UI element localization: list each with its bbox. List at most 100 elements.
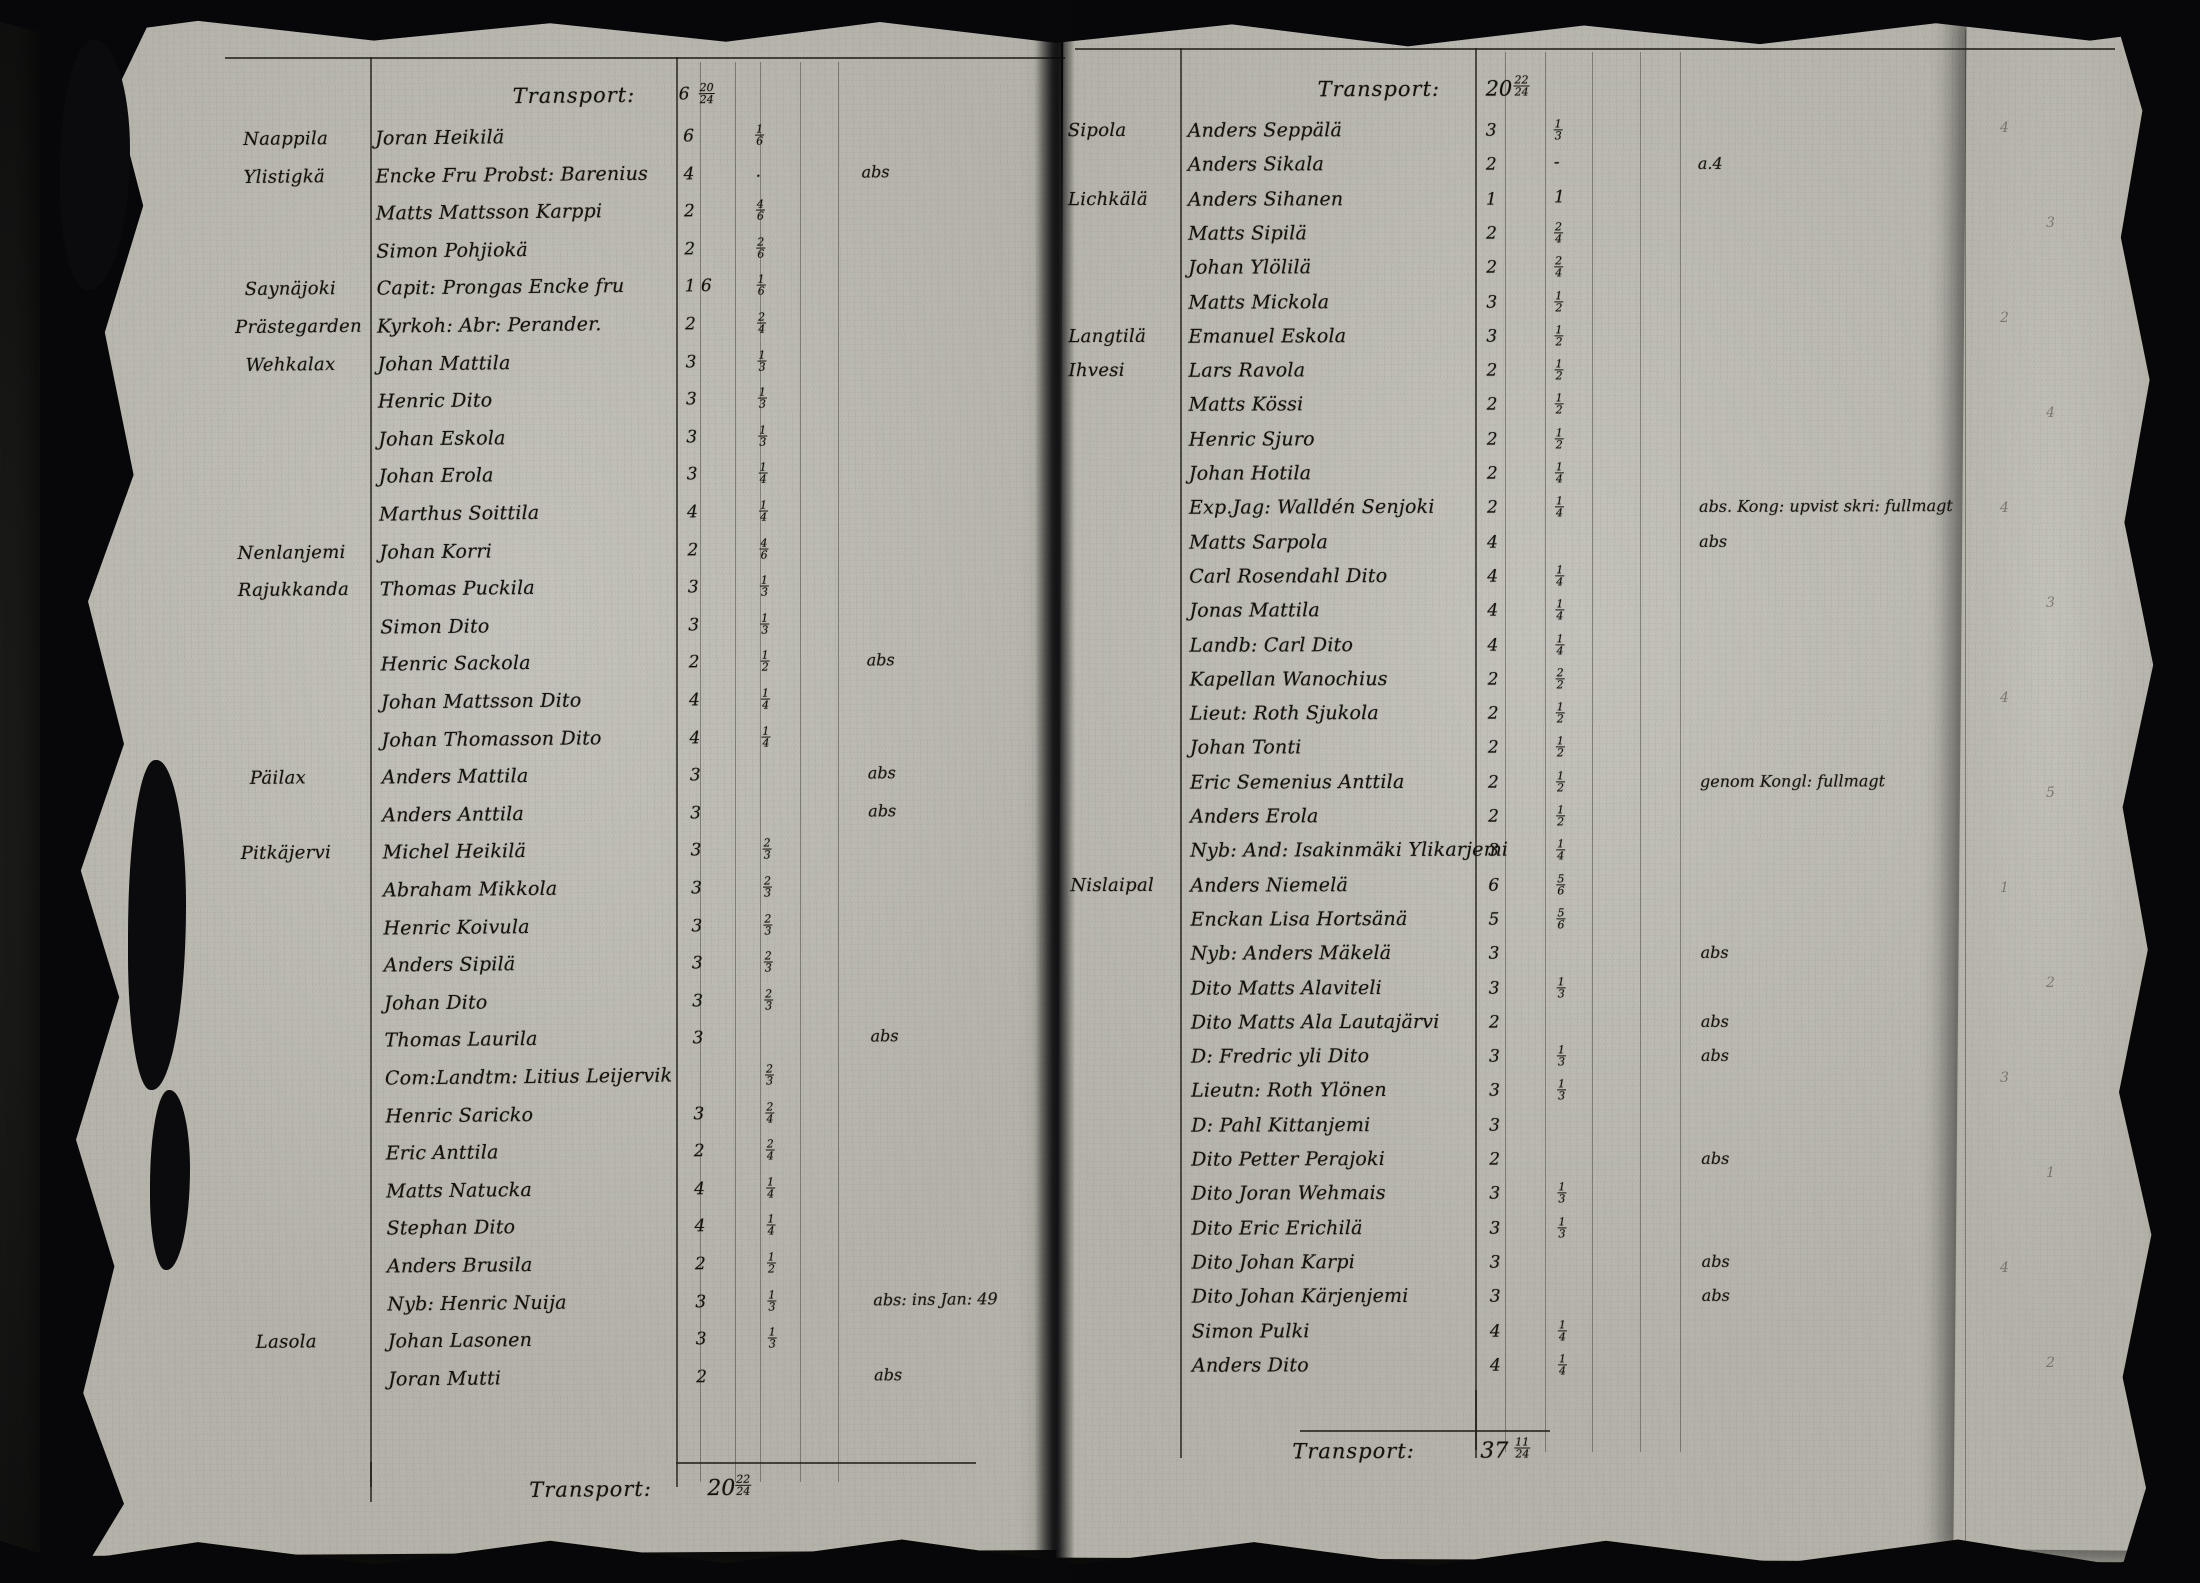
table-vertical-rule	[370, 57, 372, 1487]
table-vertical-rule	[838, 62, 839, 1482]
row-value-primary: 3	[1489, 1183, 1501, 1204]
row-person-name: Lieutn: Roth Ylönen	[1191, 1079, 1387, 1103]
row-value-primary: 2	[1486, 429, 1498, 450]
table-vertical-rule	[1640, 52, 1641, 1452]
row-value-secondary: -	[1553, 152, 1560, 173]
bleed-through-fragment: 4	[2000, 690, 2009, 706]
right-transport-header-label: Transport:	[1317, 76, 1441, 102]
table-horizontal-rule	[1075, 48, 2115, 50]
row-value-primary: 4	[1489, 1321, 1501, 1342]
row-person-name: Exp.Jag: Walldén Senjoki	[1188, 496, 1435, 519]
table-vertical-rule	[1965, 30, 1966, 1550]
row-margin-note: abs	[1700, 1011, 1729, 1031]
row-value-primary: 3	[1489, 1115, 1501, 1136]
row-person-name: Dito Joran Wehmais	[1191, 1182, 1386, 1205]
row-person-name: Matts Sarpola	[1189, 530, 1329, 554]
row-value-primary: 2	[1488, 1012, 1500, 1033]
table-vertical-rule	[700, 62, 701, 1482]
row-value-primary: 3	[1489, 1286, 1501, 1307]
row-person-name: Dito Petter Perajoki	[1191, 1148, 1386, 1171]
right-transport-header-value: 20	[1485, 76, 1513, 101]
table-vertical-rule	[1475, 48, 1477, 1458]
bleed-through-fragment: 2	[2000, 310, 2009, 326]
bleed-through-fragment: 2	[2046, 1355, 2055, 1371]
row-person-name: Johan Tonti	[1189, 736, 1302, 760]
row-person-name: Matts Kössi	[1188, 393, 1304, 417]
row-margin-note: abs	[1700, 1045, 1729, 1065]
bleed-through-fragment: 4	[2000, 1260, 2009, 1276]
row-margin-note: abs. Kong: upvist skri: fullmagt	[1698, 496, 1953, 517]
table-vertical-rule	[800, 62, 801, 1482]
row-person-name: Dito Matts Ala Lautajärvi	[1190, 1010, 1440, 1034]
table-vertical-rule	[1545, 52, 1546, 1452]
row-value-primary: 4	[1489, 1355, 1501, 1376]
row-place-name: Langtilä	[1068, 325, 1147, 347]
table-vertical-rule	[1680, 52, 1681, 1452]
row-person-name: Simon Pulki	[1191, 1319, 1310, 1343]
row-person-name: Dito Matts Alaviteli	[1190, 976, 1382, 1000]
row-value-primary: 3	[1488, 1046, 1500, 1067]
row-person-name: D: Pahl Kittanjemi	[1191, 1113, 1371, 1137]
row-person-name: Eric Semenius Anttila	[1189, 770, 1405, 794]
bleed-through-fragment: 4	[2000, 120, 2009, 136]
row-margin-note: abs	[1700, 942, 1729, 963]
bleed-through-fragment: 5	[2046, 785, 2055, 801]
row-person-name: Dito Johan Kärjenjemi	[1191, 1285, 1409, 1308]
table-vertical-rule	[676, 57, 678, 1487]
row-person-name: Carl Rosendahl Dito	[1189, 564, 1388, 588]
row-person-name: Emanuel Eskola	[1188, 324, 1347, 348]
row-value-primary: 4	[1487, 532, 1498, 553]
row-person-name: Johan Hotila	[1188, 462, 1312, 485]
row-place-name: Sipola	[1067, 119, 1127, 142]
table-horizontal-rule	[676, 1462, 976, 1464]
row-person-name: Anders Erola	[1190, 805, 1319, 828]
row-value-primary: 3	[1489, 1252, 1501, 1273]
row-value-primary: 2	[1485, 154, 1497, 175]
table-horizontal-rule	[1300, 1430, 1550, 1432]
row-value-primary: 3	[1488, 840, 1500, 861]
row-person-name: Anders Seppälä	[1187, 119, 1343, 142]
row-value-primary: 3	[1488, 943, 1500, 964]
row-person-name: D: Fredric yli Dito	[1190, 1045, 1370, 1068]
row-value-primary: 2	[1487, 669, 1499, 690]
row-person-name: Jonas Mattila	[1189, 599, 1320, 622]
row-person-name: Anders Dito	[1191, 1354, 1309, 1377]
row-margin-note: abs	[1701, 1251, 1730, 1271]
row-value-primary: 2	[1486, 395, 1498, 416]
row-person-name: Lieut: Roth Sjukola	[1189, 702, 1379, 725]
row-person-name: Nyb: Anders Mäkelä	[1190, 942, 1392, 965]
row-place-name: Nislaipal	[1070, 874, 1155, 896]
row-person-name: Enckan Lisa Hortsänä	[1190, 907, 1408, 931]
row-value-primary: 2	[1488, 806, 1499, 827]
bleed-through-fragment: 4	[2046, 405, 2055, 421]
table-vertical-rule	[760, 62, 761, 1482]
row-value-primary: 4	[1487, 566, 1499, 587]
row-value-primary: 2	[1486, 463, 1498, 484]
right-transport-footer-label: Transport:	[1292, 1438, 1415, 1464]
row-value-primary: 3	[1489, 1218, 1501, 1239]
row-value-primary: 2	[1487, 772, 1499, 793]
row-value-primary: 5	[1488, 909, 1500, 930]
bleed-through-fragment: 3	[2000, 1070, 2009, 1086]
table-horizontal-rule	[225, 57, 1065, 59]
bleed-through-fragment: 1	[2046, 1165, 2055, 1181]
row-margin-note: abs	[1701, 1285, 1730, 1306]
bleed-through-fragment: 3	[2046, 215, 2055, 231]
row-margin-note: abs	[1699, 531, 1728, 551]
